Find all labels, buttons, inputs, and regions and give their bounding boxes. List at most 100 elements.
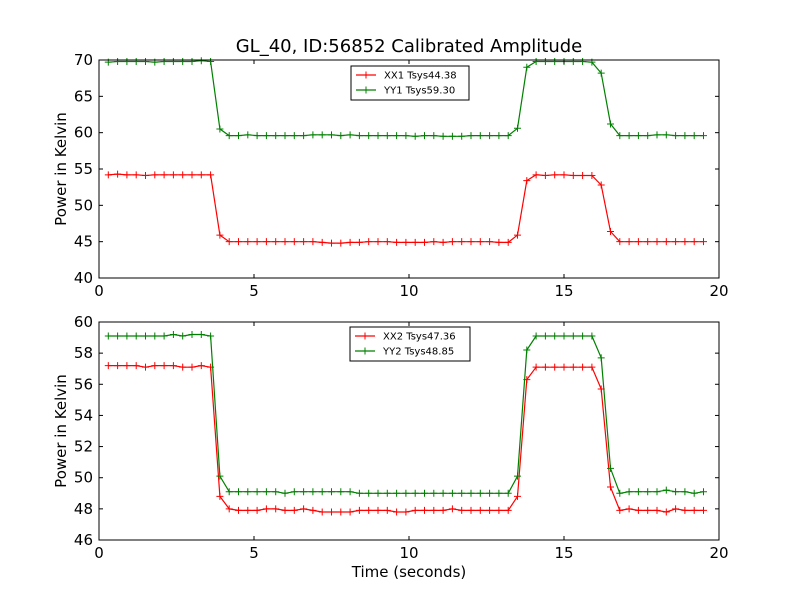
data-point [235,238,242,246]
subplot-1: 0 5 10 15 20 40 45 50 55 60 65 70 GL_40, ID:56852 Ca… [52,36,729,300]
data-point [504,238,512,246]
data-point [355,506,363,514]
data-point [569,57,577,65]
data-point [365,489,373,497]
data-point [634,132,642,140]
data-point [514,472,521,480]
data-point [458,132,466,140]
data-point [188,171,196,179]
data-point [579,172,587,180]
x-tick-label: 0 [94,544,104,562]
data-point [616,132,624,140]
data-point [690,506,698,514]
data-point [346,488,354,496]
data-point [672,505,680,513]
data-point [616,238,624,246]
y-tick-label: 55 [74,160,93,178]
legend-marker [362,86,370,94]
data-point [700,238,707,246]
data-point [551,363,559,371]
data-point [597,354,605,362]
data-point [169,362,177,370]
data-point [123,57,131,65]
data-point [290,488,298,496]
x-tick-label: 10 [399,282,418,300]
data-point [467,506,475,514]
legend-label: YY1 Tsys59.30 [383,86,455,97]
data-point [207,171,215,179]
data-point [132,57,140,65]
y-tick-label: 50 [74,196,93,214]
data-point [430,489,438,497]
legend-marker [362,71,370,79]
data-point [253,132,261,140]
data-point [551,57,559,65]
data-point [235,488,242,496]
data-point [700,488,707,496]
data-point [402,238,410,246]
data-point [393,238,401,246]
data-point [597,69,605,77]
y-tick-label: 48 [74,500,93,518]
data-point [225,505,233,513]
data-point [486,132,494,140]
data-point [374,238,382,246]
data-point [132,332,140,340]
data-point [272,238,280,246]
data-point [532,57,540,65]
data-point [439,132,447,140]
data-point [244,131,252,139]
y-tick-label: 60 [74,313,93,331]
x-tick-label: 10 [399,544,418,562]
data-point [458,238,466,246]
data-point [272,488,280,496]
data-point [541,363,549,371]
data-point [448,132,456,140]
data-point [541,57,549,65]
data-point [123,362,131,370]
data-point [467,238,475,246]
data-point [551,171,559,179]
data-point [551,332,559,340]
data-point [253,238,261,246]
data-point [672,132,680,140]
data-point [541,332,549,340]
data-point [309,131,317,139]
data-point [448,505,456,513]
y-tick-label: 60 [74,124,93,142]
data-point [365,238,373,246]
data-point [216,125,224,133]
data-point [216,231,224,239]
data-point [318,131,326,139]
data-point [281,132,289,140]
data-point [662,131,670,139]
data-point [560,171,568,179]
data-point [486,238,494,246]
data-point [644,506,652,514]
data-point [365,132,373,140]
data-point [607,464,614,472]
data-point [690,132,698,140]
data-point [476,506,484,514]
data-point [411,506,419,514]
data-point [160,332,168,340]
data-point [523,346,531,354]
data-point [588,332,596,340]
data-point [411,132,419,140]
data-point [402,489,410,497]
data-point [337,488,345,496]
data-point [169,57,177,65]
data-point [644,238,652,246]
data-point [560,363,568,371]
y-tick-label: 56 [74,375,93,393]
data-point [467,132,475,140]
series-2 [104,330,707,497]
data-point [169,171,177,179]
data-point [235,132,242,140]
data-point [253,488,261,496]
data-point [328,239,335,247]
data-point [104,332,112,340]
data-point [681,488,689,496]
data-point [235,506,242,514]
